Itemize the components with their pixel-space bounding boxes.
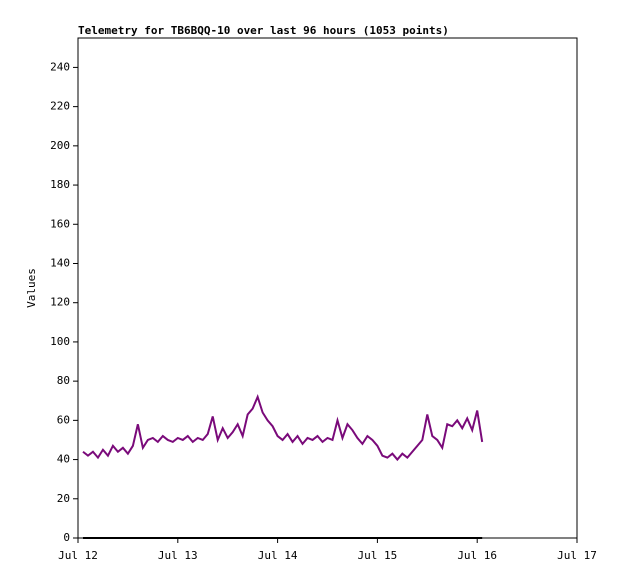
y-tick-label: 220 xyxy=(50,100,70,113)
y-tick-label: 80 xyxy=(57,374,70,387)
plot-frame xyxy=(77,37,578,539)
y-tick-label: 140 xyxy=(50,256,70,269)
x-tick-label: Jul 17 xyxy=(557,549,597,562)
y-tick-label: 20 xyxy=(57,492,70,505)
y-tick-label: 200 xyxy=(50,139,70,152)
y-tick-label: 60 xyxy=(57,413,70,426)
x-tick-label: Jul 15 xyxy=(358,549,398,562)
data-line xyxy=(82,393,484,462)
x-tick-label: Jul 14 xyxy=(258,549,298,562)
y-tick-label: 120 xyxy=(50,296,70,309)
y-axis-label: Values xyxy=(25,268,38,308)
y-tick-label: 240 xyxy=(50,60,70,73)
y-tick-label: 40 xyxy=(57,453,70,466)
x-tick-label: Jul 16 xyxy=(457,549,497,562)
chart-title: Telemetry for TB6BQQ-10 over last 96 hou… xyxy=(78,24,449,37)
x-tick-label: Jul 13 xyxy=(158,549,198,562)
y-tick-label: 160 xyxy=(50,217,70,230)
y-tick-label: 0 xyxy=(63,531,70,544)
x-tick-label: Jul 12 xyxy=(58,549,98,562)
y-tick-label: 180 xyxy=(50,178,70,191)
y-tick-label: 100 xyxy=(50,335,70,348)
